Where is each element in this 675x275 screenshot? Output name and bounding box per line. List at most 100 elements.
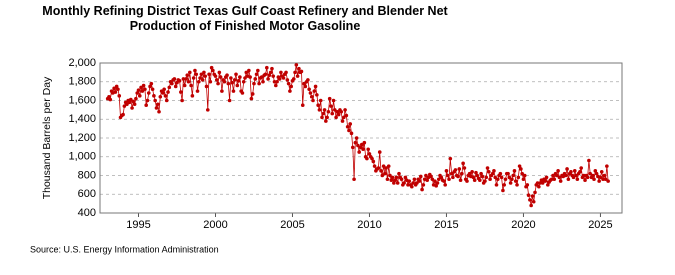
point [605, 164, 609, 168]
point [335, 109, 340, 114]
point [325, 115, 329, 120]
point [362, 140, 367, 145]
point [179, 90, 183, 94]
point [379, 169, 383, 173]
point [544, 175, 549, 180]
point [565, 167, 569, 171]
point [321, 111, 326, 116]
point [549, 177, 554, 182]
point [383, 171, 387, 176]
point [153, 98, 157, 103]
point [447, 177, 451, 182]
point [349, 131, 354, 136]
point [563, 173, 568, 178]
point [250, 92, 255, 96]
point [312, 89, 317, 93]
point [495, 177, 500, 182]
point [429, 174, 433, 179]
point [289, 84, 293, 89]
point [195, 89, 200, 93]
point [252, 81, 256, 86]
point [299, 69, 304, 74]
point [333, 108, 337, 112]
point [172, 77, 177, 81]
point [189, 83, 193, 88]
point [393, 178, 397, 182]
point [453, 168, 458, 172]
point [163, 94, 168, 98]
point [295, 74, 300, 78]
point [185, 73, 190, 77]
point [460, 171, 464, 176]
point [274, 83, 278, 88]
x-tick-label: 2000 [203, 219, 227, 231]
point [479, 171, 483, 176]
point [367, 152, 372, 156]
point [306, 78, 310, 82]
point [433, 179, 437, 183]
point [420, 187, 424, 192]
chart-title: Monthly Refining District Texas Gulf Coa… [42, 4, 448, 33]
point [435, 181, 440, 185]
point [139, 85, 143, 90]
point [309, 94, 314, 99]
point [213, 74, 218, 78]
point [284, 70, 288, 75]
point [253, 77, 258, 81]
point [470, 169, 474, 174]
point [152, 94, 156, 98]
point [537, 184, 541, 189]
point [445, 173, 450, 178]
point [122, 104, 127, 108]
point [268, 70, 273, 75]
point [357, 150, 361, 154]
point [286, 81, 291, 86]
point [475, 173, 480, 178]
point [217, 70, 222, 75]
point [135, 91, 140, 95]
point [318, 98, 323, 103]
point [418, 174, 423, 179]
point [279, 70, 283, 75]
point [492, 169, 496, 173]
point [593, 169, 598, 173]
point [235, 83, 240, 88]
point [150, 87, 155, 92]
point [164, 98, 169, 103]
point [461, 161, 465, 166]
point [462, 166, 467, 170]
point [154, 106, 159, 110]
point [578, 169, 582, 174]
point [456, 174, 460, 179]
point [597, 179, 601, 183]
point [421, 183, 426, 187]
point [200, 78, 205, 82]
point [395, 181, 400, 185]
point [225, 73, 229, 77]
point [480, 174, 485, 179]
point [465, 179, 469, 183]
point [141, 83, 146, 88]
point [377, 150, 382, 154]
point [356, 143, 360, 148]
point [231, 89, 236, 93]
point [594, 171, 599, 176]
point [381, 164, 386, 168]
point [389, 178, 394, 182]
point [330, 111, 335, 116]
point [167, 85, 172, 90]
point [506, 171, 510, 176]
point [137, 94, 142, 98]
point [471, 175, 476, 180]
point [350, 145, 355, 150]
point [515, 183, 519, 187]
point [407, 179, 412, 183]
point [449, 171, 454, 176]
point [366, 147, 370, 152]
point [155, 102, 160, 107]
point [494, 183, 499, 187]
point [385, 177, 390, 182]
point [303, 84, 308, 89]
point [307, 87, 311, 92]
